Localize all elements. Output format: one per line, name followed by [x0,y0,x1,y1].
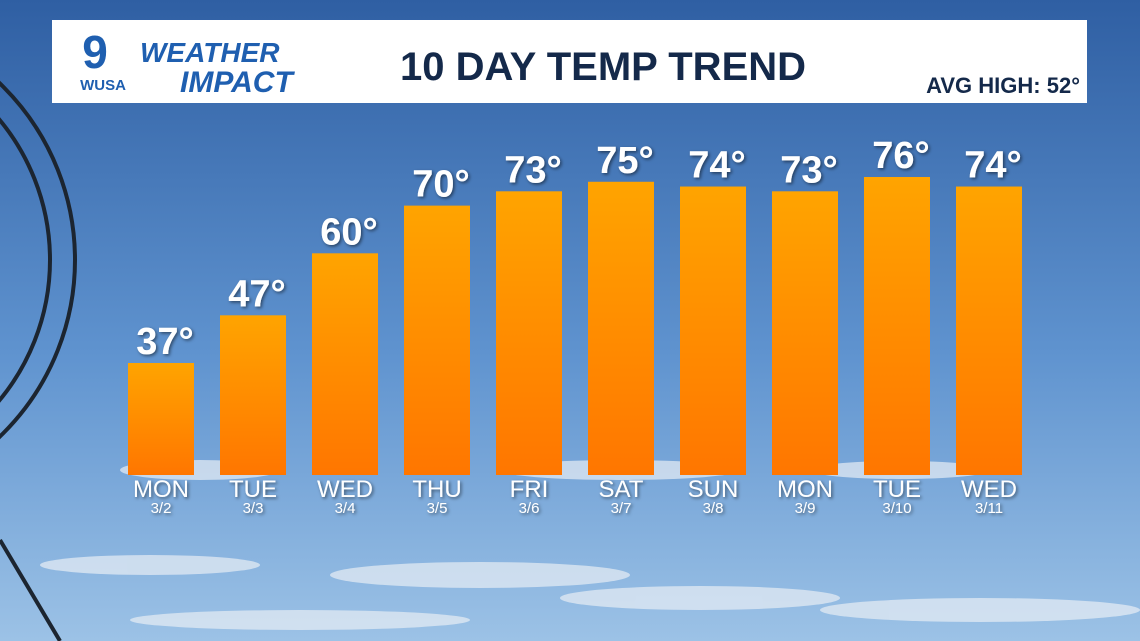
value-label: 73° [780,149,837,191]
bar [956,186,1022,476]
day-label: WED [317,476,373,503]
bar [680,186,746,476]
date-label: 3/4 [335,500,356,517]
brand-top: WEATHER [140,37,280,68]
value-label: 60° [320,211,377,253]
day-label: FRI [510,476,549,503]
value-label: 75° [596,140,653,182]
day-label: MON [133,476,189,503]
value-label: 37° [136,321,193,363]
annotation: AVG HIGH: 52° [926,73,1080,98]
logo-number: 9 [82,26,108,78]
bar [864,177,930,475]
value-label: 74° [964,145,1021,187]
value-label: 74° [688,145,745,187]
value-label: 70° [412,164,469,206]
bar [404,205,470,475]
day-label: SAT [599,476,644,503]
date-label: 3/11 [975,500,1003,517]
header-bar [52,20,1087,103]
date-label: 3/10 [882,500,911,517]
date-label: 3/9 [795,500,816,517]
bar [312,253,378,475]
date-label: 3/5 [427,500,448,517]
day-label: WED [961,476,1017,503]
day-label: MON [777,476,833,503]
date-label: 3/7 [611,500,632,517]
ferris-wheel [0,80,77,641]
date-label: 3/3 [243,500,264,517]
day-label: SUN [688,476,739,503]
bar [772,191,838,476]
value-label: 76° [872,135,929,177]
bar [496,191,562,476]
date-label: 3/6 [519,500,540,517]
bar [588,181,654,475]
day-label: TUE [229,476,277,503]
value-label: 73° [504,149,561,191]
bar [220,315,286,475]
value-label: 47° [228,273,285,315]
logo-station: WUSA [80,77,126,94]
date-label: 3/2 [151,500,172,517]
day-label: TUE [873,476,921,503]
day-label: THU [412,476,461,503]
bar [128,363,194,475]
chart-title: 10 DAY TEMP TREND [400,45,806,89]
date-label: 3/8 [703,500,724,517]
brand-bottom: IMPACT [180,66,295,99]
